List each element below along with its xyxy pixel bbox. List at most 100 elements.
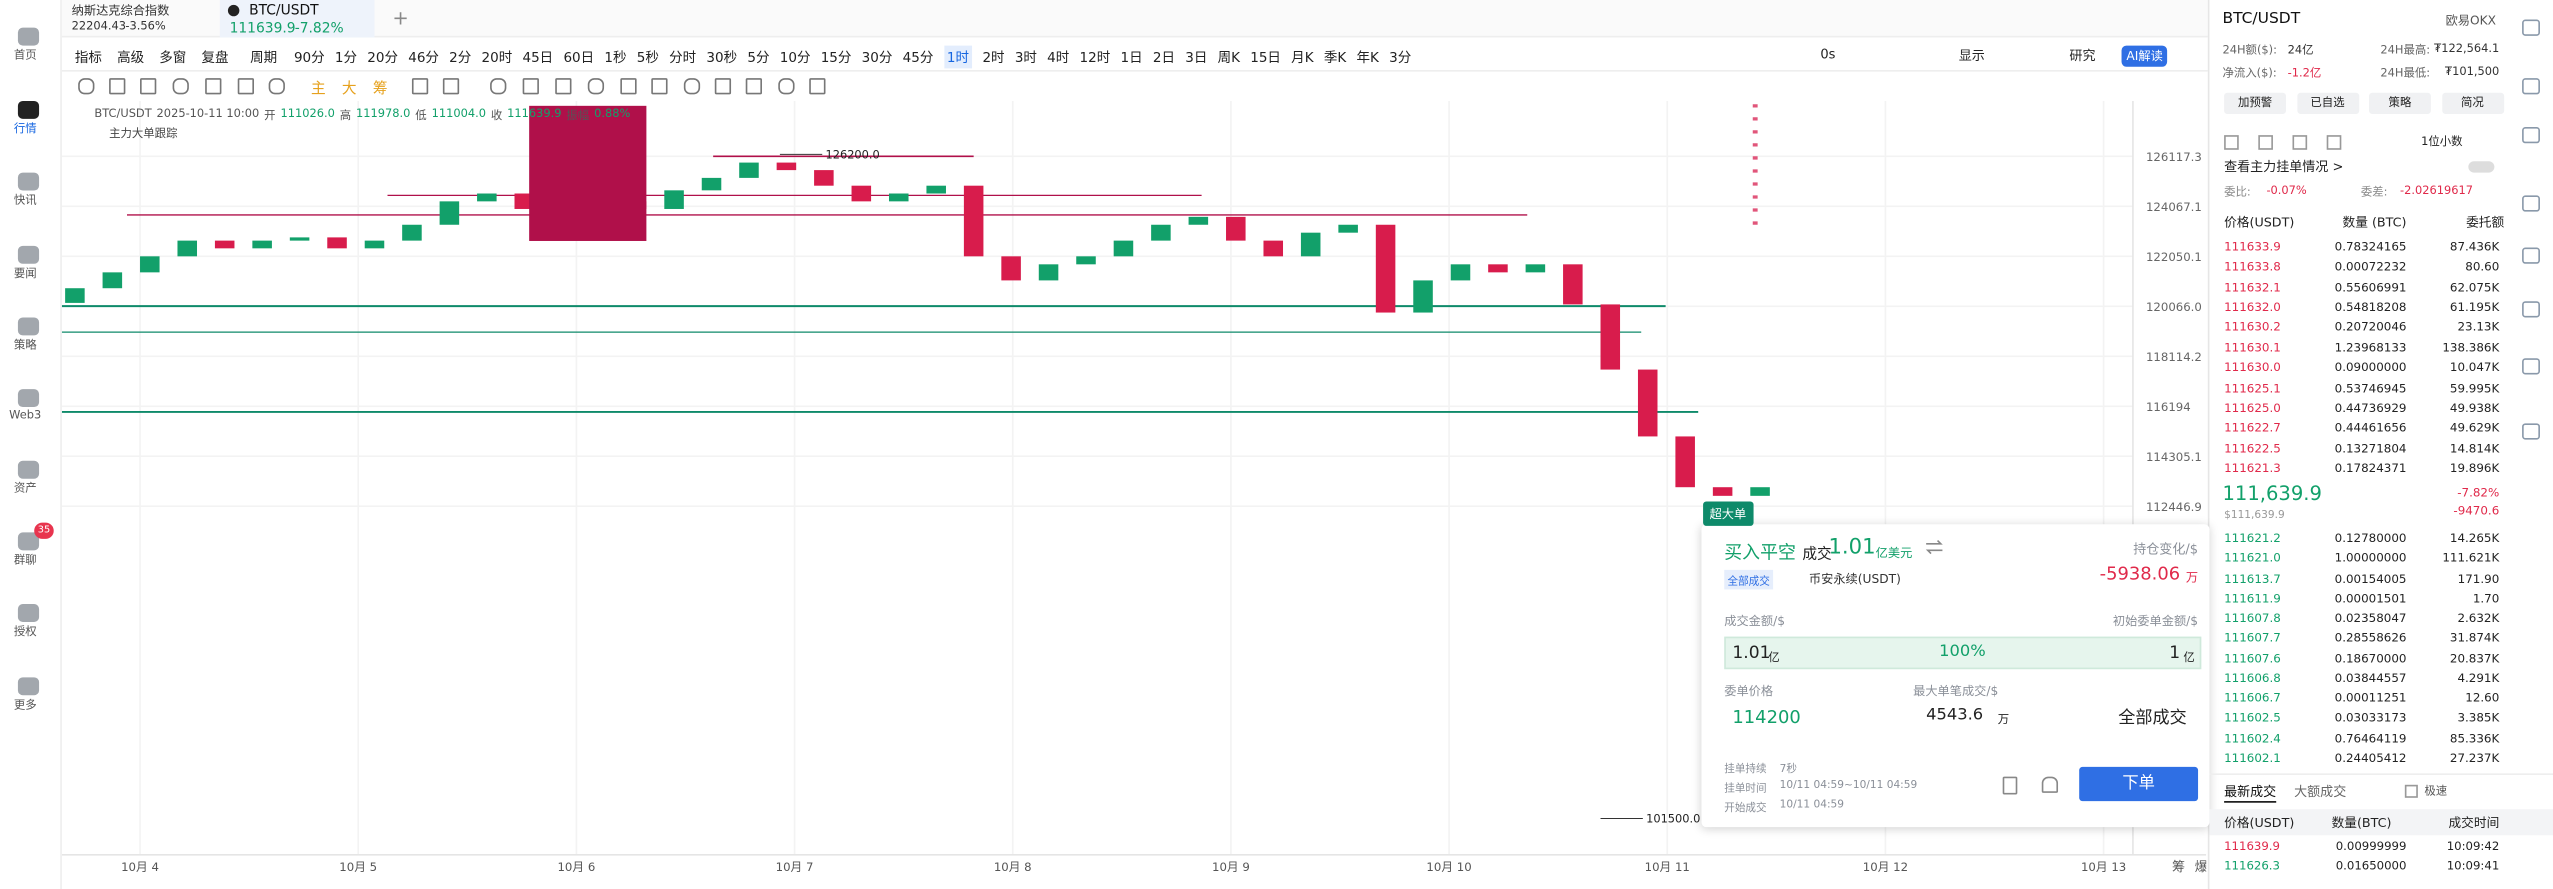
add-tab[interactable]: + [392,6,409,30]
panel-button[interactable]: 简况 [2441,92,2504,114]
tool-icon[interactable] [411,78,429,95]
period-button[interactable]: 1日 [1120,48,1143,66]
period-button[interactable]: 45分 [902,48,934,66]
side-icon[interactable] [2522,247,2540,264]
period-button[interactable]: 12时 [1079,48,1111,66]
sidebar-item[interactable]: 首页 [13,48,37,62]
note-icon[interactable] [2002,776,2018,795]
book-view-icon[interactable] [2292,135,2308,150]
period-button[interactable]: 2日 [1152,48,1175,66]
toolbar-button[interactable]: 多窗 [159,48,187,66]
bell-icon[interactable] [2041,776,2059,793]
tool-toggle[interactable]: 大 [341,81,357,98]
sidebar-item[interactable]: 更多 [13,698,37,712]
tool-icon[interactable] [555,78,572,95]
tool-icon[interactable] [778,78,795,95]
trade-tab[interactable]: 大额成交 [2294,784,2347,800]
tool-icon[interactable] [745,78,762,95]
period-button[interactable]: 15日 [1250,48,1281,66]
period-button[interactable]: 45日 [522,48,554,66]
sidebar-item[interactable]: 授权 [13,625,37,639]
sidebar-item[interactable]: 快讯 [13,193,37,207]
sidebar-item[interactable]: 群聊 [13,553,37,567]
trade-tab[interactable]: 最新成交 [2224,783,2277,803]
tool-toggle[interactable]: 筹 [372,81,388,98]
toggle[interactable] [2468,161,2495,173]
side-icon[interactable] [2522,78,2540,95]
toolbar-right[interactable]: 研究 [2069,48,2096,64]
sidebar-item[interactable]: Web3 [9,408,42,422]
tool-icon[interactable] [809,78,826,95]
tab-bg[interactable] [219,0,375,38]
period-button[interactable]: 月K [1291,48,1314,66]
tool-icon[interactable] [620,78,637,95]
period-button[interactable]: 分时 [669,48,697,66]
side-icon[interactable] [2522,301,2540,318]
sidebar-item[interactable]: 策略 [13,338,37,352]
period-button[interactable]: 3日 [1185,48,1208,66]
tool-icon[interactable] [140,78,157,95]
period-label[interactable]: 周期 [250,48,278,66]
tool-icon[interactable] [268,78,285,95]
period-button[interactable]: 年K [1356,48,1379,66]
period-button[interactable]: 周K [1217,48,1240,66]
book-view-icon[interactable] [2258,135,2273,150]
period-button[interactable]: 15分 [820,48,852,66]
period-button[interactable]: 季K [1323,48,1347,66]
sidebar-item[interactable]: 要闻 [13,267,37,281]
toolbar-right[interactable]: 显示 [1958,48,1985,64]
period-button[interactable]: 46分 [408,48,439,66]
period-button[interactable]: 20时 [481,48,513,66]
period-button[interactable]: 30分 [861,48,893,66]
tool-icon[interactable] [714,78,732,95]
decimals[interactable]: 1位小数 [2421,135,2463,149]
tool-icon[interactable] [442,78,460,95]
tool-icon[interactable] [237,78,254,95]
panel-button[interactable]: 已自选 [2296,92,2359,114]
side-icon[interactable] [2522,195,2540,212]
tool-icon[interactable] [651,78,668,95]
period-button[interactable]: 30秒 [706,48,738,66]
period-button[interactable]: 20分 [367,48,398,66]
fast[interactable]: 极速 [2424,784,2448,798]
order-button[interactable]: 下单 [2079,766,2199,802]
period-button[interactable]: 60日 [563,48,595,66]
sidebar-item[interactable]: 资产 [13,481,37,495]
side-icon[interactable] [2522,358,2540,375]
period-button[interactable]: 1时 [943,45,973,69]
tool-icon[interactable] [490,78,507,95]
period-button[interactable]: 3时 [1014,48,1037,66]
book-view-icon[interactable] [2224,135,2239,150]
side-icon[interactable] [2522,126,2540,144]
sidebar-item[interactable]: 行情 [13,122,37,136]
period-button[interactable]: 2分 [449,48,472,66]
checkbox[interactable] [2404,784,2418,798]
period-button[interactable]: 5秒 [636,48,659,66]
toolbar-button[interactable]: 指标 [74,48,102,66]
panel-button[interactable]: 策略 [2369,92,2431,114]
side-icon[interactable] [2522,423,2540,440]
panel-button[interactable]: 加预警 [2224,92,2286,114]
period-button[interactable]: 1秒 [604,48,627,66]
tool-icon[interactable] [587,78,605,95]
tab-symbol[interactable]: BTC/USDT [249,3,319,20]
swap-icon[interactable] [1925,539,1945,555]
toolbar-button[interactable]: 复盘 [201,48,229,66]
period-button[interactable]: 5分 [747,48,770,66]
main-orders[interactable]: 查看主力挂单情况 > [2224,159,2344,175]
toolbar-button[interactable]: 高级 [117,48,145,66]
side-icon[interactable] [2522,19,2540,36]
tool-icon[interactable] [522,78,539,95]
period-button[interactable]: 1分 [334,48,358,66]
period-button[interactable]: 2时 [982,48,1005,66]
tool-icon[interactable] [172,78,189,95]
tool-icon[interactable] [205,78,222,95]
book-view-icon[interactable] [2326,135,2342,150]
period-button[interactable]: 10分 [779,48,811,66]
period-button[interactable]: 90分 [293,48,325,66]
ai-button[interactable]: AI解读 [2121,45,2168,67]
period-button[interactable]: 4时 [1047,48,1070,66]
tool-icon[interactable] [683,78,701,95]
tool-icon[interactable] [109,78,126,95]
tool-toggle[interactable]: 主 [310,81,326,98]
